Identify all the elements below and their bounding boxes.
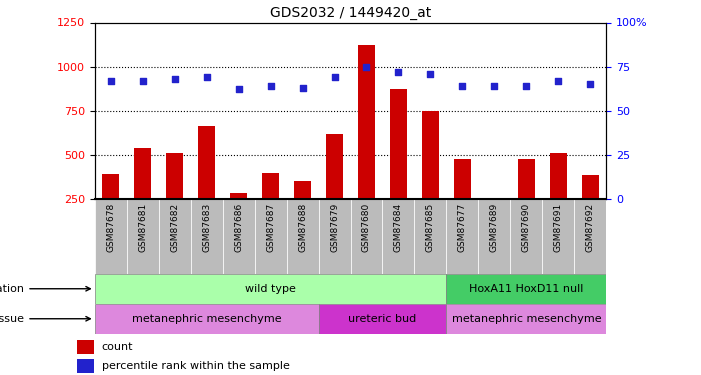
Bar [166, 153, 184, 199]
Text: count: count [102, 342, 133, 352]
Bar [102, 174, 119, 199]
Point [265, 83, 276, 89]
Point [201, 74, 212, 80]
Text: GSM87680: GSM87680 [362, 202, 371, 252]
Bar [134, 148, 151, 199]
Bar [454, 159, 471, 199]
Text: metanephric mesenchyme: metanephric mesenchyme [132, 314, 281, 324]
Text: GSM87685: GSM87685 [426, 202, 435, 252]
Text: GSM87691: GSM87691 [554, 202, 563, 252]
Point [105, 78, 116, 84]
Point [137, 78, 148, 84]
Bar [543, 199, 574, 274]
Point [489, 83, 500, 89]
Point [329, 74, 340, 80]
Text: tissue: tissue [0, 314, 90, 324]
Bar [510, 199, 543, 274]
Point [297, 85, 308, 91]
Bar [158, 199, 191, 274]
Text: GSM87692: GSM87692 [586, 202, 595, 252]
Bar [191, 199, 223, 274]
Title: GDS2032 / 1449420_at: GDS2032 / 1449420_at [270, 6, 431, 20]
Text: GSM87681: GSM87681 [138, 202, 147, 252]
Bar [287, 199, 318, 274]
Bar [77, 359, 94, 373]
Bar [198, 126, 215, 199]
Text: GSM87679: GSM87679 [330, 202, 339, 252]
Text: GSM87686: GSM87686 [234, 202, 243, 252]
Text: GSM87683: GSM87683 [202, 202, 211, 252]
Bar [447, 304, 606, 334]
Point [233, 87, 244, 93]
Point [585, 81, 596, 87]
Text: metanephric mesenchyme: metanephric mesenchyme [451, 314, 601, 324]
Text: genotype/variation: genotype/variation [0, 284, 90, 294]
Bar [574, 199, 606, 274]
Bar [318, 304, 447, 334]
Bar [261, 173, 279, 199]
Bar [127, 199, 158, 274]
Bar [95, 199, 127, 274]
Point [521, 83, 532, 89]
Text: percentile rank within the sample: percentile rank within the sample [102, 361, 290, 371]
Bar [390, 90, 407, 199]
Point [361, 63, 372, 70]
Bar [414, 199, 447, 274]
Text: HoxA11 HoxD11 null: HoxA11 HoxD11 null [469, 284, 584, 294]
Point [169, 76, 180, 82]
Bar [447, 199, 478, 274]
Bar [486, 199, 503, 200]
Text: GSM87684: GSM87684 [394, 202, 403, 252]
Bar [383, 199, 414, 274]
Text: GSM87682: GSM87682 [170, 202, 179, 252]
Text: GSM87689: GSM87689 [490, 202, 499, 252]
Bar [77, 340, 94, 354]
Bar [447, 274, 606, 304]
Text: GSM87690: GSM87690 [522, 202, 531, 252]
Text: GSM87687: GSM87687 [266, 202, 275, 252]
Bar [95, 274, 447, 304]
Text: GSM87688: GSM87688 [298, 202, 307, 252]
Bar [358, 45, 375, 199]
Bar [318, 199, 350, 274]
Text: ureteric bud: ureteric bud [348, 314, 416, 324]
Bar [254, 199, 287, 274]
Bar [95, 304, 318, 334]
Bar [223, 199, 254, 274]
Bar [550, 153, 567, 199]
Point [553, 78, 564, 84]
Text: GSM87677: GSM87677 [458, 202, 467, 252]
Bar [422, 111, 440, 199]
Bar [326, 134, 343, 199]
Bar [582, 175, 599, 199]
Point [425, 70, 436, 76]
Bar [478, 199, 510, 274]
Bar [294, 181, 311, 199]
Text: GSM87678: GSM87678 [106, 202, 115, 252]
Text: wild type: wild type [245, 284, 296, 294]
Bar [517, 159, 535, 199]
Bar [350, 199, 383, 274]
Point [457, 83, 468, 89]
Bar [230, 193, 247, 199]
Point [393, 69, 404, 75]
